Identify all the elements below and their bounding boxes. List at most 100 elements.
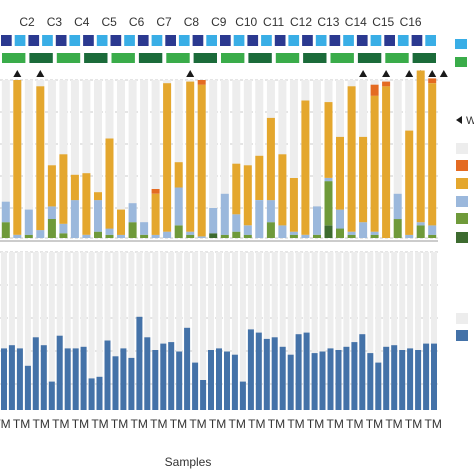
tm-label: TM xyxy=(248,417,265,431)
triangle-marker xyxy=(359,70,368,77)
top-bar-segment xyxy=(370,95,379,232)
top-bar-segment xyxy=(266,200,275,223)
top-bar-segment xyxy=(324,178,333,182)
strip-row1-cell xyxy=(343,35,354,46)
strip-row1-cell xyxy=(14,35,26,46)
bottom-bar xyxy=(64,348,71,410)
bottom-bar xyxy=(415,350,422,410)
sample-group-label: C7 xyxy=(156,15,172,29)
tm-label: TM xyxy=(13,417,30,431)
strip-row2-cell xyxy=(84,53,108,63)
bottom-bar xyxy=(343,346,350,410)
top-bar-segment xyxy=(82,173,91,235)
top-bar-segment xyxy=(359,222,368,238)
bottom-bar-background xyxy=(48,252,55,410)
bottom-bar xyxy=(8,345,15,410)
top-bar-segment xyxy=(393,193,402,220)
tm-label: TM xyxy=(189,417,206,431)
top-bar-segment xyxy=(174,187,183,226)
strip-row1-cell xyxy=(110,35,122,46)
bottom-bar xyxy=(136,316,143,410)
bottom-bar-background xyxy=(160,252,167,410)
top-bar-segment xyxy=(289,234,298,238)
top-bar-segment xyxy=(47,219,56,238)
top-bar-segment xyxy=(24,234,33,238)
top-bar-background xyxy=(209,80,218,238)
sample-group-labels: C2 C3 C4 C5 C6 C7 C8 C9 C10 C11 C12 C13 C14 C15 C16 xyxy=(19,15,422,29)
strip-row1-cell xyxy=(220,35,231,46)
top-bar-segment xyxy=(59,233,68,238)
top-bar-segment xyxy=(70,200,79,238)
top-bar-segment xyxy=(197,80,206,85)
top-bar-segment xyxy=(186,231,195,235)
legend-swatch xyxy=(456,178,468,189)
top-bar-segment xyxy=(151,193,160,235)
bottom-bar xyxy=(208,350,214,410)
sample-group-label: C4 xyxy=(74,15,90,29)
strip-row1-cell xyxy=(83,35,94,46)
top-bar-segment xyxy=(428,83,437,226)
bottom-bar-background xyxy=(208,252,214,410)
bottom-panel-bars xyxy=(1,252,437,410)
bottom-bar xyxy=(112,356,119,410)
top-bar-segment xyxy=(128,203,137,223)
tm-label: TM xyxy=(346,417,363,431)
top-bar-segment xyxy=(370,231,379,235)
bottom-bar-background xyxy=(359,252,366,410)
strip-row2-cell xyxy=(357,53,382,63)
bottom-bar xyxy=(351,342,358,410)
bottom-bar xyxy=(335,350,342,410)
bottom-bar xyxy=(391,345,398,410)
bottom-bar-background xyxy=(311,252,318,410)
bottom-bar-background xyxy=(399,252,406,410)
top-bar-segment xyxy=(36,230,45,238)
top-bar-segment xyxy=(336,136,344,210)
bottom-bar-background xyxy=(176,252,183,410)
bottom-bar-background xyxy=(40,252,47,410)
top-bar-segment xyxy=(163,83,172,232)
strip-row1-cell xyxy=(397,35,409,46)
legend-swatch xyxy=(456,160,468,171)
tm-tick-labels: TMTMTMTMTMTMTMTMTMTMTMTMTMTMTMTMTMTMTMTM… xyxy=(0,417,442,431)
bottom-bar-background xyxy=(152,252,159,410)
top-bar-segment xyxy=(36,86,45,231)
top-bar-segment xyxy=(301,100,310,235)
top-bar-segment xyxy=(313,206,321,235)
bottom-bar-background xyxy=(279,252,286,410)
bottom-bar xyxy=(104,340,111,410)
triangle-marker xyxy=(36,70,45,77)
bottom-bar-background xyxy=(295,252,302,410)
top-bar-segment xyxy=(347,234,356,238)
bottom-bar-background xyxy=(1,252,7,410)
strip-row1-cell xyxy=(233,35,245,46)
top-bar-segment xyxy=(174,225,183,238)
top-bar-background xyxy=(289,80,298,238)
bottom-bar-background xyxy=(96,252,103,410)
triangle-marker xyxy=(405,70,414,77)
sample-group-label: C13 xyxy=(317,15,339,29)
sample-group-label: C3 xyxy=(47,15,63,29)
bottom-bar-background xyxy=(72,252,79,410)
top-bar-segment xyxy=(336,209,344,229)
bottom-bar-background xyxy=(112,252,119,410)
top-bar-segment xyxy=(105,228,114,235)
legend-swatch xyxy=(456,232,468,243)
top-bar-segment xyxy=(220,193,229,235)
bottom-bar xyxy=(319,351,326,410)
strip-row2-cell xyxy=(111,53,135,63)
legend-swatch xyxy=(456,213,468,224)
strip-row1-cell xyxy=(42,35,53,46)
bottom-bar xyxy=(287,354,294,410)
top-bar-segment xyxy=(416,225,425,238)
top-bar-background xyxy=(313,80,321,238)
sample-group-label: C15 xyxy=(372,15,394,29)
top-bar-segment xyxy=(186,81,195,232)
bottom-bar xyxy=(224,351,230,410)
sample-group-label: C10 xyxy=(235,15,257,29)
strip-row1-cell xyxy=(288,35,300,46)
bottom-bar-background xyxy=(144,252,151,410)
strip-row1-cell xyxy=(411,35,423,46)
top-bar-segment xyxy=(70,174,79,201)
top-bar-segment xyxy=(174,162,183,188)
bottom-bar-background xyxy=(375,252,382,410)
